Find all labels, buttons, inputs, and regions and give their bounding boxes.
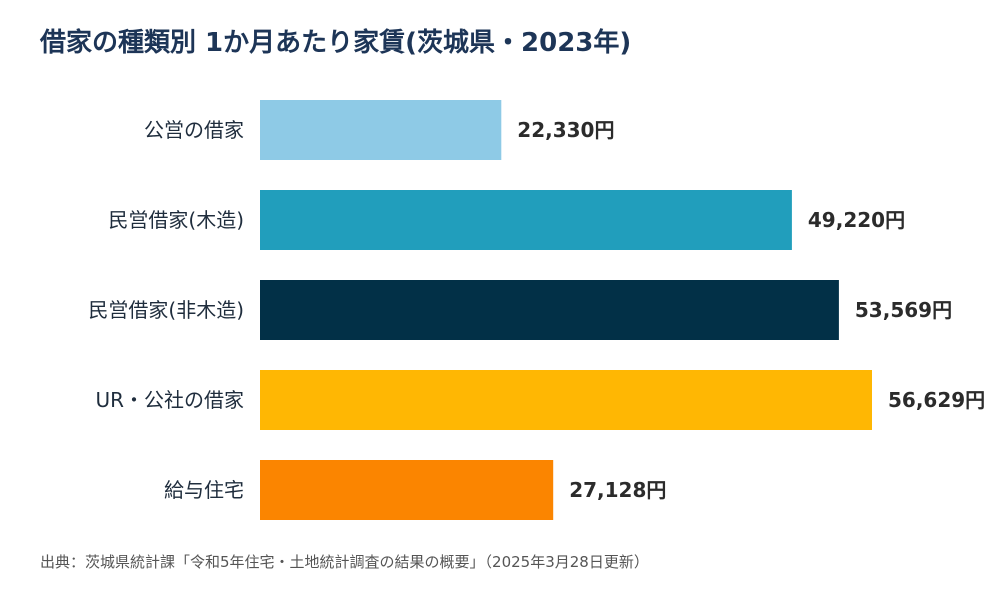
value-label-1: 49,220円 bbox=[808, 208, 905, 232]
bar-4 bbox=[260, 460, 554, 520]
bar-2 bbox=[260, 280, 839, 340]
bar-3 bbox=[260, 370, 872, 430]
bar-0 bbox=[260, 100, 502, 160]
value-label-0: 22,330円 bbox=[517, 118, 614, 142]
category-label-0: 公営の借家 bbox=[144, 118, 244, 142]
value-label-2: 53,569円 bbox=[855, 298, 952, 322]
value-label-3: 56,629円 bbox=[888, 388, 985, 412]
category-label-1: 民営借家(木造) bbox=[108, 208, 244, 232]
bar-1 bbox=[260, 190, 792, 250]
chart-title: 借家の種類別 1か月あたり家賃(茨城県・2023年) bbox=[40, 28, 632, 58]
category-label-3: UR・公社の借家 bbox=[95, 388, 244, 412]
category-label-2: 民営借家(非木造) bbox=[88, 298, 244, 322]
source-note: 出典：茨城県統計課「令和5年住宅・土地統計調査の結果の概要」（2025年3月28… bbox=[40, 553, 649, 571]
value-label-4: 27,128円 bbox=[569, 478, 666, 502]
category-label-4: 給与住宅 bbox=[164, 478, 244, 502]
